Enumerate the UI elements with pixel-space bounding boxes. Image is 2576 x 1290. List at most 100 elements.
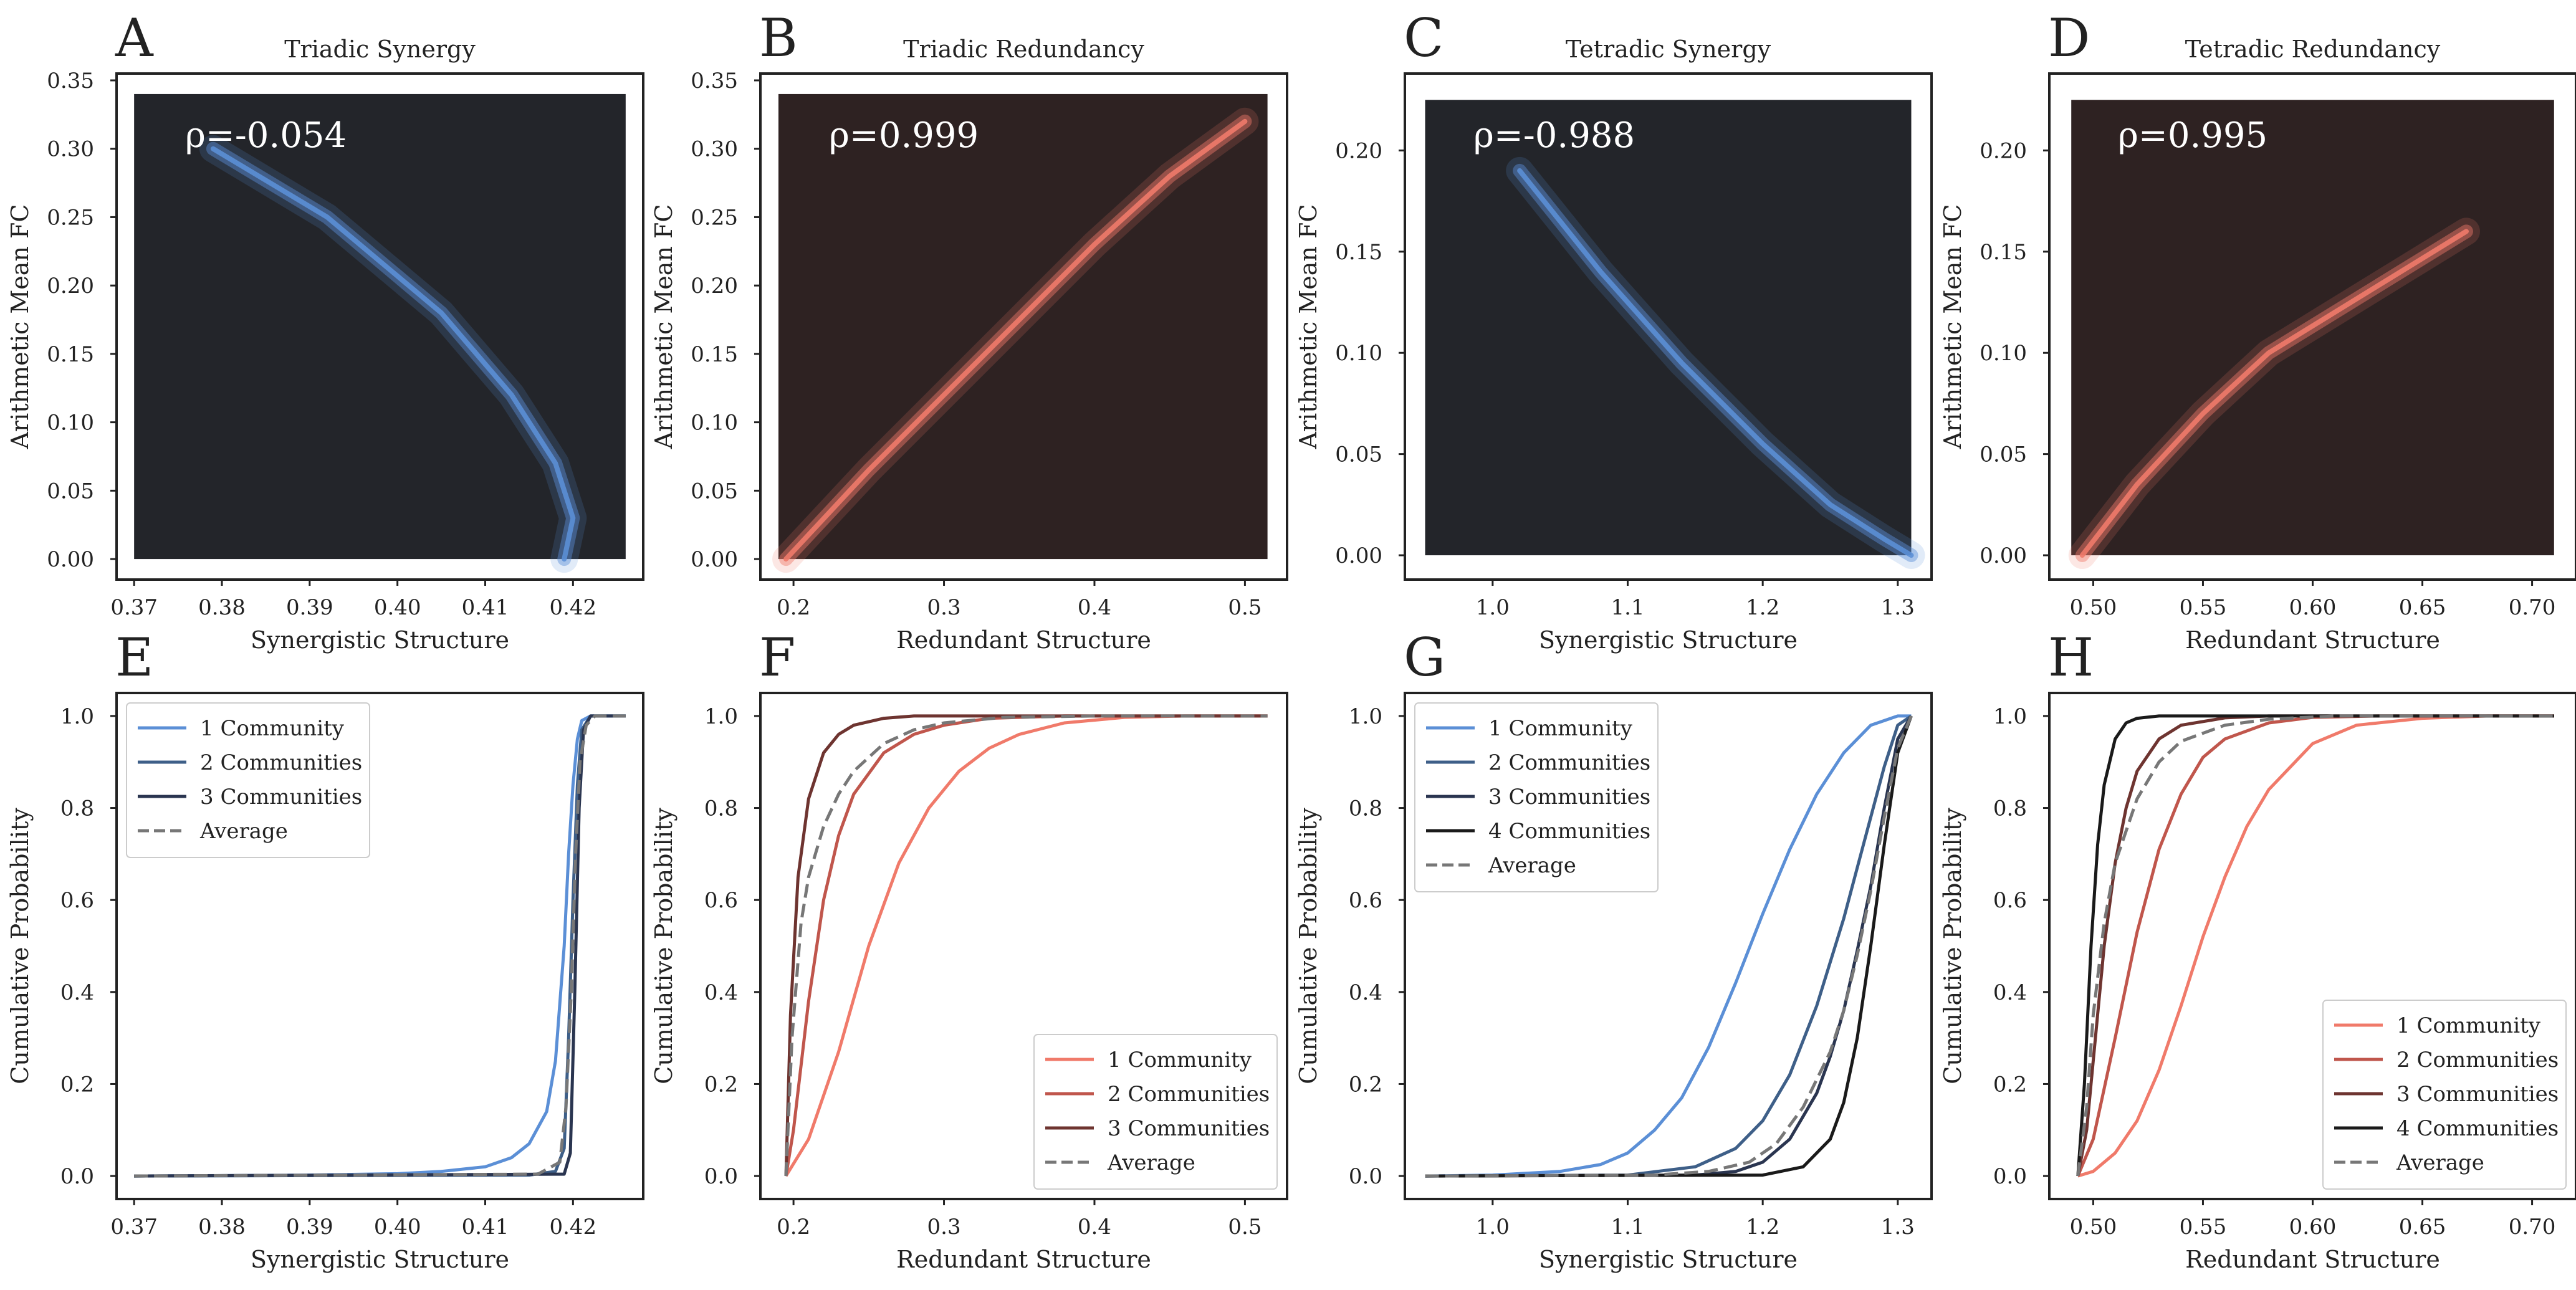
x-tick-label: 1.3 bbox=[1881, 1215, 1915, 1240]
y-tick-label: 0.2 bbox=[1993, 1072, 2027, 1097]
x-tick-label: 1.0 bbox=[1476, 595, 1510, 620]
y-tick-label: 0.05 bbox=[47, 479, 94, 504]
plot-frame bbox=[1404, 692, 1933, 1200]
y-tick-label: 0.0 bbox=[1349, 1164, 1382, 1189]
density-core bbox=[783, 118, 1248, 562]
legend-label: 3 Communities bbox=[200, 785, 362, 810]
legend-label: 2 Communities bbox=[1488, 750, 1650, 775]
y-tick-label: 0.4 bbox=[1349, 980, 1382, 1005]
x-axis-label: Redundant Structure bbox=[896, 626, 1151, 654]
plot-frame bbox=[1404, 72, 1933, 581]
y-tick-label: 0.8 bbox=[704, 796, 738, 821]
rho-annotation: ρ=-0.054 bbox=[185, 115, 347, 156]
legend-label: Average bbox=[1488, 853, 1576, 878]
panel-e: E 1 Community 2 Communities 3 Communities Av… bbox=[6, 627, 644, 1273]
series-line-2-communities bbox=[1425, 714, 1912, 1178]
y-tick-label: 0.20 bbox=[691, 274, 738, 299]
legend-box bbox=[1414, 702, 1659, 892]
x-tick-label: 0.50 bbox=[2070, 595, 2117, 620]
y-tick-label: 0.10 bbox=[47, 411, 94, 436]
series-line-1-community bbox=[2077, 714, 2554, 1178]
x-tick-label: 0.50 bbox=[2070, 1215, 2117, 1240]
legend-label: 3 Communities bbox=[1108, 1116, 1270, 1141]
y-axis-label: Cumulative Probability bbox=[6, 808, 34, 1084]
series-line-average bbox=[784, 714, 1268, 1177]
y-axis-label: Arithmetic Mean FC bbox=[6, 204, 34, 450]
series-line-3-communities bbox=[1425, 715, 1913, 1178]
y-tick-label: 0.20 bbox=[1335, 138, 1382, 163]
y-tick-label: 0.05 bbox=[1335, 442, 1382, 467]
y-axis-label: Cumulative Probability bbox=[1939, 808, 1966, 1084]
x-tick-label: 0.5 bbox=[1228, 595, 1262, 620]
y-axis-label: Arithmetic Mean FC bbox=[1939, 204, 1966, 450]
rho-annotation: ρ=0.995 bbox=[2118, 115, 2267, 156]
x-tick-label: 0.38 bbox=[198, 595, 246, 620]
panel-letter: F bbox=[759, 627, 795, 688]
density-core bbox=[210, 146, 576, 562]
hexbin-background bbox=[1425, 100, 1912, 556]
legend-label: Average bbox=[2396, 1150, 2484, 1175]
y-tick-label: 0.6 bbox=[1993, 888, 2027, 913]
x-tick-label: 1.1 bbox=[1611, 595, 1644, 620]
y-tick-label: 1.0 bbox=[704, 704, 738, 729]
y-axis-label: Arithmetic Mean FC bbox=[1295, 204, 1322, 450]
x-tick-label: 0.39 bbox=[286, 595, 333, 620]
y-tick-label: 0.05 bbox=[1980, 442, 2027, 467]
y-tick-label: 0.0 bbox=[60, 1164, 94, 1189]
y-tick-label: 0.2 bbox=[60, 1072, 94, 1097]
panel-g: G 1 Community 2 Communities 3 Communities 4 … bbox=[1295, 627, 1933, 1273]
y-tick-label: 0.8 bbox=[60, 796, 94, 821]
legend-label: 1 Community bbox=[1488, 716, 1633, 741]
x-tick-label: 0.2 bbox=[777, 1215, 810, 1240]
hexbin-background bbox=[134, 93, 626, 560]
legend-box bbox=[1033, 1034, 1278, 1190]
y-tick-label: 0.0 bbox=[704, 1164, 738, 1189]
y-tick-label: 0.00 bbox=[691, 547, 738, 572]
series-line-3-communities bbox=[784, 714, 1268, 1177]
y-tick-label: 0.15 bbox=[47, 342, 94, 367]
legend-label: 4 Communities bbox=[2396, 1116, 2559, 1141]
x-tick-label: 1.3 bbox=[1881, 595, 1915, 620]
y-tick-label: 0.15 bbox=[691, 342, 738, 367]
panel-a: A Triadic Synergy ρ=-0.054 0.37 0.38 0.39 0.40… bbox=[6, 7, 644, 654]
legend-label: 3 Communities bbox=[1488, 785, 1650, 810]
series-line-1-community bbox=[1425, 714, 1912, 1178]
series-line-average bbox=[2076, 714, 2554, 1177]
y-tick-label: 0.15 bbox=[1980, 240, 2027, 265]
x-tick-label: 0.65 bbox=[2399, 1215, 2446, 1240]
y-tick-label: 0.35 bbox=[691, 69, 738, 93]
panel-f: F 1 Community 2 Communities 3 Communities Av… bbox=[650, 627, 1288, 1273]
panel-c: C Tetradic Synergy ρ=-0.988 1.0 1.1 1.2 1.3 0.0… bbox=[1295, 7, 1933, 654]
x-axis-label: Redundant Structure bbox=[2185, 626, 2440, 654]
legend-label: 1 Community bbox=[200, 716, 345, 741]
y-tick-label: 0.2 bbox=[1349, 1072, 1382, 1097]
y-tick-label: 0.4 bbox=[60, 980, 94, 1005]
y-tick-label: 0.0 bbox=[1993, 1164, 2027, 1189]
y-axis-label: Arithmetic Mean FC bbox=[650, 204, 678, 450]
plot-frame bbox=[759, 72, 1288, 581]
x-tick-label: 0.40 bbox=[374, 1215, 421, 1240]
x-tick-label: 0.42 bbox=[549, 595, 596, 620]
legend-label: 1 Community bbox=[1108, 1048, 1252, 1073]
x-tick-label: 1.2 bbox=[1746, 595, 1779, 620]
legend: 1 Community 2 Communities 3 Communities Ave… bbox=[1033, 1034, 1278, 1190]
y-tick-label: 0.30 bbox=[691, 137, 738, 162]
legend: 1 Community 2 Communities 3 Communities 4 C… bbox=[1414, 702, 1659, 892]
legend: 1 Community 2 Communities 3 Communities 4 C… bbox=[2322, 1000, 2567, 1190]
y-tick-label: 0.10 bbox=[1335, 341, 1382, 366]
chart-title: Tetradic Redundancy bbox=[2185, 36, 2441, 63]
legend-label: Average bbox=[1107, 1150, 1195, 1175]
y-tick-label: 0.8 bbox=[1349, 796, 1382, 821]
y-tick-label: 0.10 bbox=[1980, 341, 2027, 366]
legend-label: 3 Communities bbox=[2396, 1082, 2559, 1107]
x-tick-label: 0.42 bbox=[549, 1215, 596, 1240]
y-tick-label: 0.00 bbox=[1980, 543, 2027, 568]
y-tick-label: 0.25 bbox=[691, 205, 738, 230]
legend-label: 2 Communities bbox=[1108, 1082, 1270, 1107]
x-tick-label: 0.4 bbox=[1078, 595, 1111, 620]
x-axis-label: Synergistic Structure bbox=[1539, 1246, 1798, 1273]
legend-label: 1 Community bbox=[2396, 1013, 2541, 1038]
density-core bbox=[2079, 229, 2469, 558]
panel-b: B Triadic Redundancy ρ=0.999 0.2 0.3 0.4 0.5 0.… bbox=[650, 7, 1288, 654]
x-axis-label: Synergistic Structure bbox=[251, 1246, 509, 1273]
